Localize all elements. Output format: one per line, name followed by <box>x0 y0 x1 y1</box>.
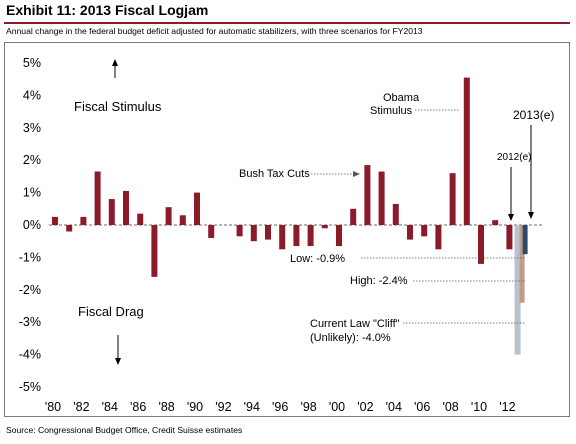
x-tick-label: '04 <box>386 400 402 414</box>
y-axis-ticks: 5% 4% 3% 2% 1% 0% -1% -2% -3% -4% -5% <box>19 56 41 394</box>
bar-chart: 5% 4% 3% 2% 1% 0% -1% -2% -3% -4% -5% '80 '82 '84 '86… <box>19 56 555 414</box>
bar-1999 <box>321 225 328 229</box>
x-tick-label: '82 <box>73 400 89 414</box>
bar-2007 <box>435 225 442 250</box>
bar-2002 <box>364 165 371 225</box>
bar-2008 <box>449 173 456 225</box>
x-tick-label: '06 <box>414 400 430 414</box>
bar-2013-high <box>519 225 525 303</box>
bar-1991 <box>208 225 215 238</box>
y-tick-label: 5% <box>23 56 41 70</box>
bar-1989 <box>179 215 186 225</box>
y-tick-label: -3% <box>19 315 41 329</box>
bar-1980 <box>52 216 58 225</box>
bar-2013-low <box>522 225 528 255</box>
chart-frame: 5% 4% 3% 2% 1% 0% -1% -2% -3% -4% -5% '80 '82 '84 '86… <box>4 42 570 417</box>
obama-label-line1: Obama <box>383 92 420 104</box>
bar-2003 <box>378 171 385 225</box>
exhibit-title: Exhibit 11: 2013 Fiscal Logjam <box>6 2 209 18</box>
y-tick-label: 1% <box>23 186 41 200</box>
bar-2010 <box>478 225 484 264</box>
x-tick-label: '86 <box>130 400 146 414</box>
chart-subtitle: Annual change in the federal budget defi… <box>6 26 423 36</box>
x-tick-label: '98 <box>300 400 316 414</box>
bar-2013-cliff <box>514 225 521 355</box>
x-tick-label: '08 <box>442 400 458 414</box>
x-tick-label: '02 <box>357 400 373 414</box>
y-tick-label: -4% <box>19 348 41 362</box>
high-scenario-label: High: -2.4% <box>350 275 408 287</box>
est-2013-label: 2013(e) <box>513 108 554 122</box>
y-tick-label: -5% <box>19 380 41 394</box>
y-tick-label: 2% <box>23 153 41 167</box>
bar-1995 <box>265 225 271 240</box>
x-tick-label: '00 <box>329 400 345 414</box>
bar-1993 <box>236 225 243 237</box>
obama-label-line2: Stimulus <box>370 105 413 117</box>
cliff-label-line1: Current Law "Cliff" <box>310 318 400 330</box>
bar-2000 <box>336 225 342 247</box>
bush-arrowhead <box>353 171 360 177</box>
bar-2004 <box>392 203 399 225</box>
bar-2001 <box>350 208 357 225</box>
est-2012-label: 2012(e) <box>497 152 531 163</box>
bar-2005 <box>407 225 413 240</box>
bar-1987 <box>151 225 158 277</box>
bar-1988 <box>165 207 172 225</box>
x-tick-label: '80 <box>45 400 61 414</box>
bar-1994 <box>250 225 257 242</box>
bar-1996 <box>279 225 286 250</box>
x-tick-label: '88 <box>158 400 174 414</box>
fiscal-drag-label: Fiscal Drag <box>78 304 144 319</box>
fiscal-drag-arrowhead <box>115 358 121 365</box>
bar-2009 <box>463 77 470 225</box>
bar-1985 <box>123 190 129 225</box>
x-tick-label: '96 <box>272 400 288 414</box>
x-tick-label: '92 <box>215 400 231 414</box>
bar-2012 <box>506 225 513 250</box>
cliff-label-line2: (Unlikely): -4.0% <box>310 332 391 344</box>
x-tick-label: '10 <box>471 400 487 414</box>
bars <box>49 77 543 355</box>
y-tick-label: 3% <box>23 121 41 135</box>
bar-2011 <box>492 220 499 225</box>
source-note: Source: Congressional Budget Office, Cre… <box>6 425 243 435</box>
bar-1981 <box>66 225 73 232</box>
low-scenario-label: Low: -0.9% <box>290 253 345 265</box>
title-rule <box>4 22 570 24</box>
y-tick-label: -2% <box>19 283 41 297</box>
y-tick-label: -1% <box>19 250 41 264</box>
bush-label: Bush Tax Cuts <box>239 168 310 180</box>
fiscal-stimulus-label: Fiscal Stimulus <box>74 99 162 114</box>
x-axis-ticks: '80 '82 '84 '86 '88 '90 '92 '94 '96 '98 '00 '02 '04 '… <box>45 400 516 414</box>
x-tick-label: '84 <box>102 400 118 414</box>
bar-1997 <box>293 225 300 247</box>
bar-1983 <box>94 171 101 225</box>
est-2013-arrowhead <box>528 212 534 219</box>
bar-1984 <box>108 199 115 225</box>
bar-1998 <box>307 225 314 247</box>
x-tick-label: '94 <box>244 400 260 414</box>
bar-2006 <box>421 225 428 237</box>
y-tick-label: 0% <box>23 218 41 232</box>
x-tick-label: '90 <box>187 400 203 414</box>
bar-1986 <box>137 213 144 225</box>
bar-1982 <box>80 216 87 225</box>
est-2012-arrowhead <box>508 214 514 221</box>
fiscal-stimulus-arrowhead <box>112 59 118 66</box>
bar-1990 <box>194 192 200 225</box>
y-tick-label: 4% <box>23 88 41 102</box>
x-tick-label: '12 <box>499 400 515 414</box>
